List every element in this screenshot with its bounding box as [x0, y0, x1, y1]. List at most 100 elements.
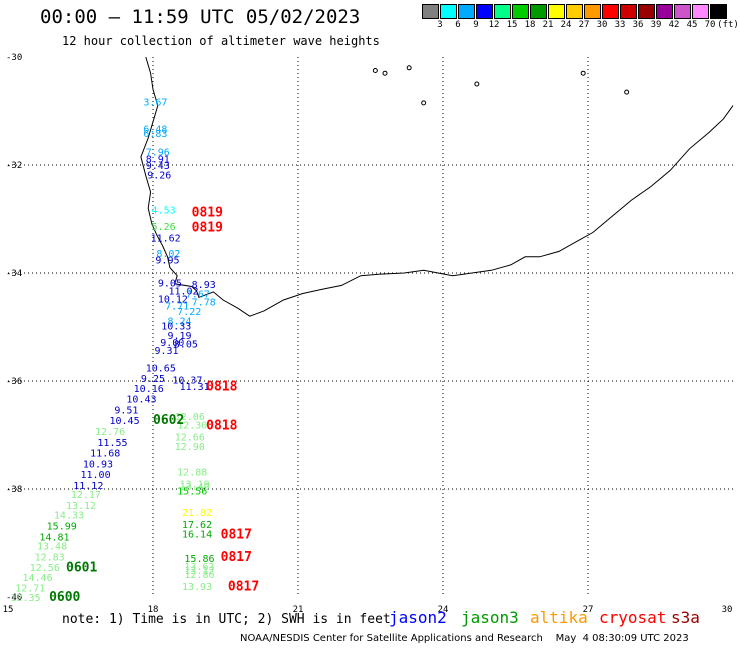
inland-water-body: [382, 70, 388, 76]
lat-tick-label: -32: [6, 161, 22, 171]
wave-height-label: 13.12: [184, 566, 214, 577]
inland-water-body: [421, 100, 427, 106]
legend-labels: 3 6 9 12 15 18 21 24 27 30 33 36 39 42 45 70 (ft): [422, 19, 740, 33]
wave-height-label: 17.62: [182, 520, 212, 531]
wave-height-label: 7.67: [186, 289, 210, 300]
lon-tick-label: 21: [293, 605, 304, 615]
wave-height-label: 15.56: [177, 486, 207, 497]
satellite-name-altika: altika: [530, 608, 588, 627]
legend-swatch: [476, 4, 493, 19]
inland-water-body: [474, 81, 480, 87]
wave-height-label: 9.05: [158, 279, 182, 290]
legend-label: 6: [455, 20, 461, 30]
wave-height-label: 3.67: [143, 98, 167, 109]
legend-label: 33: [614, 20, 626, 30]
wave-height-label: 15.86: [184, 554, 214, 565]
wave-height-label: 14.33: [54, 511, 84, 522]
legend-swatch: [422, 4, 439, 19]
lat-tick-label: -30: [6, 53, 22, 63]
footer-note: note: 1) Time is in UTC; 2) SWH is in fe…: [62, 612, 391, 627]
legend-label: (ft): [717, 20, 739, 30]
wave-height-label: 13.12: [66, 501, 96, 512]
wave-height-observations: 3.676.486.837.968.919.439.264.535.2611.6…: [10, 98, 215, 604]
wave-height-label: 6.48: [143, 125, 167, 136]
wave-height-label: 11.55: [97, 438, 127, 449]
wave-height-label: 10.12: [158, 295, 188, 306]
credit-line: NOAA/NESDIS Center for Satellite Applica…: [240, 633, 689, 644]
legend-swatch: [584, 4, 601, 19]
wave-height-label: 7.22: [177, 307, 201, 318]
lon-tick-label: 18: [148, 605, 159, 615]
wave-height-label: 11.02: [168, 287, 198, 298]
lat-tick-label: -38: [6, 485, 22, 495]
pass-time-label: 0819: [192, 220, 223, 235]
wave-height-label: 10.93: [83, 459, 113, 470]
wave-height-label: 7.78: [192, 297, 216, 308]
legend-swatch: [674, 4, 691, 19]
legend-swatches: [422, 4, 740, 19]
wave-height-label: 15.99: [47, 522, 77, 533]
legend-swatch: [638, 4, 655, 19]
pass-time-label: 0602: [153, 413, 184, 428]
wave-height-label: 12.30: [177, 421, 207, 432]
legend-label: 9: [473, 20, 479, 30]
wave-height-label: 12.35: [10, 593, 40, 604]
legend-swatch: [458, 4, 475, 19]
pass-time-label: 0818: [206, 380, 237, 395]
lon-tick-label: 30: [722, 605, 733, 615]
wave-height-label: 16.14: [182, 530, 212, 541]
lon-tick-label: 27: [583, 605, 594, 615]
wave-height-label: 14.81: [39, 532, 69, 543]
legend-label: 70: [704, 20, 716, 30]
wave-height-label: 8.91: [146, 154, 170, 165]
wave-height-label: 6.83: [143, 129, 167, 140]
pass-time-label: 0817: [221, 550, 252, 565]
wave-height-label: 9.26: [147, 171, 171, 182]
satellite-name-cryosat: cryosat: [599, 608, 667, 627]
legend-swatch: [512, 4, 529, 19]
wave-height-label: 11.12: [73, 481, 103, 492]
wave-height-label: 9.95: [155, 255, 179, 266]
legend-swatch: [548, 4, 565, 19]
pass-time-label: 0818: [206, 419, 237, 434]
satellite-name-jason2: jason2: [389, 608, 447, 627]
legend-label: 12: [488, 20, 500, 30]
legend-swatch: [656, 4, 673, 19]
inland-water-body: [624, 89, 630, 95]
wave-height-label: 21.82: [182, 508, 212, 519]
satellite-name-jason3: jason3: [461, 608, 519, 627]
lat-tick-label: -34: [6, 269, 22, 279]
wave-height-label: 10.65: [146, 363, 176, 374]
wave-height-label: 11.31: [180, 382, 210, 393]
wave-height-label: 12.06: [175, 412, 205, 423]
satellite-name-s3a: s3a: [671, 608, 700, 627]
legend-label: 39: [650, 20, 662, 30]
legend-label: 3: [437, 20, 443, 30]
wave-height-label: 12.71: [15, 584, 45, 595]
wave-height-label: 9.25: [141, 374, 165, 385]
wave-height-label: 12.86: [184, 570, 214, 581]
legend-label: 27: [578, 20, 590, 30]
legend-label: 42: [668, 20, 680, 30]
wave-height-label: 9.19: [168, 331, 192, 342]
lat-tick-label: -36: [6, 377, 22, 387]
wave-height-label: 12.56: [30, 563, 60, 574]
wave-height-label: 7.71: [165, 302, 189, 313]
wave-height-label: 11.00: [81, 470, 111, 481]
wave-height-label: 9.51: [114, 405, 138, 416]
wave-height-label: 8.24: [168, 316, 192, 327]
legend-label: 18: [524, 20, 536, 30]
legend-swatch: [602, 4, 619, 19]
wave-height-label: 11.62: [151, 234, 181, 245]
wave-height-label: 12.88: [177, 468, 207, 479]
wave-height-label: 8.93: [192, 280, 216, 291]
wave-height-label: 11.68: [90, 449, 120, 460]
wave-height-label: 10.43: [126, 395, 156, 406]
wave-height-label: 13.93: [182, 582, 212, 593]
wave-height-label: 5.26: [152, 222, 176, 233]
legend-swatch: [620, 4, 637, 19]
legend-swatch: [566, 4, 583, 19]
wave-height-label: 9.00: [160, 338, 184, 349]
